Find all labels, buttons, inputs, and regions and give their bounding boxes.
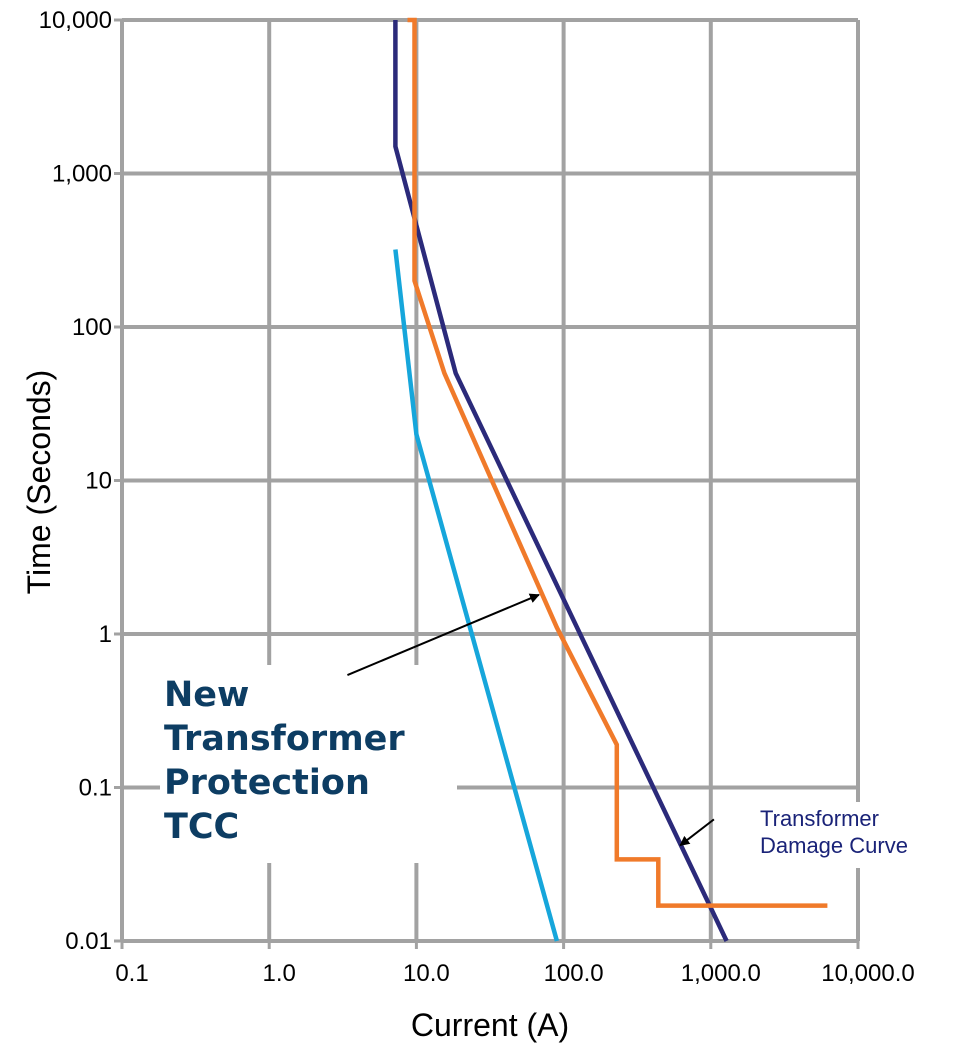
- y-tick-label: 1: [99, 621, 112, 648]
- x-tick-label: 1,000.0: [681, 960, 761, 987]
- new-tcc-label-line: TCC: [164, 807, 239, 847]
- new-tcc-label-line: New: [164, 675, 249, 715]
- y-tick-label: 1,000: [52, 161, 112, 188]
- x-tick-label: 0.1: [115, 960, 148, 987]
- x-tick-label: 100.0: [544, 960, 604, 987]
- series-line-1: [393, 20, 729, 942]
- series-line-3: [393, 249, 560, 942]
- damage-curve-label-line: Damage Curve: [760, 833, 908, 858]
- x-axis-title: Current (A): [411, 1007, 569, 1043]
- tcc-label-background: [160, 665, 457, 863]
- damage-label-background: [750, 802, 955, 868]
- annotations-group: New Transformer Protection TCC Transformer Da…: [160, 593, 955, 868]
- plot-frame: [114, 18, 860, 949]
- new-tcc-label-line: Transformer: [164, 719, 405, 759]
- y-tick-label: 0.1: [79, 775, 112, 802]
- new-tcc-label: New Transformer Protection TCC: [164, 675, 405, 847]
- series-group: [393, 17, 828, 942]
- damage-curve-label-line: Transformer: [760, 806, 879, 831]
- y-tick-label: 0.01: [65, 928, 112, 955]
- y-axis-title: Time (Seconds): [21, 370, 57, 595]
- y-tick-label: 10: [85, 468, 112, 495]
- x-tick-label: 10.0: [403, 960, 450, 987]
- new-tcc-arrow: [347, 593, 540, 676]
- y-tick-label: 100: [72, 314, 112, 341]
- damage-curve-label: Transformer Damage Curve: [760, 806, 908, 858]
- new-tcc-label-line: Protection: [164, 763, 370, 803]
- x-tick-label: 10,000.0: [821, 960, 914, 987]
- x-tick-label: 1.0: [263, 960, 296, 987]
- y-tick-label: 10,000: [39, 7, 112, 34]
- damage-curve-arrow: [679, 818, 715, 847]
- series-line-2: [407, 17, 828, 908]
